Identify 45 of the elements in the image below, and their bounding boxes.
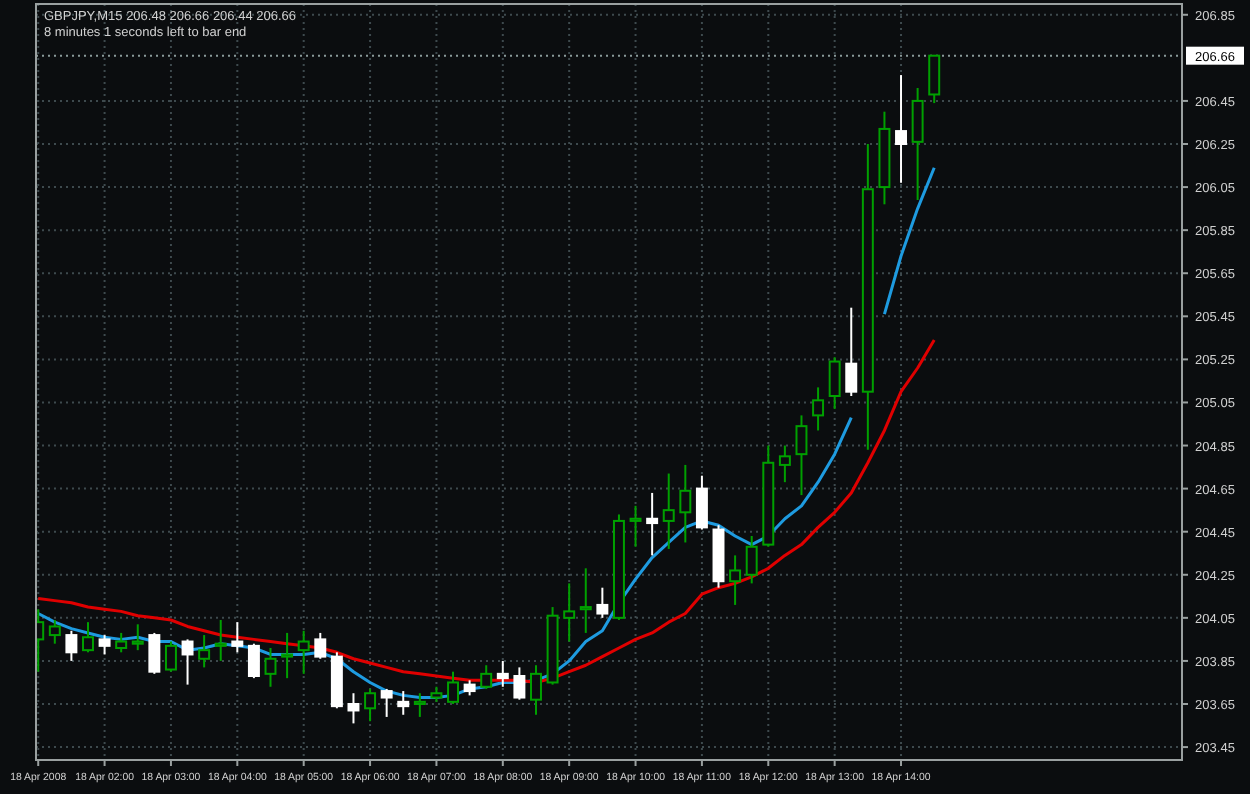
candlestick: [480, 664, 493, 690]
candlestick: [928, 54, 941, 105]
candlestick: [314, 631, 327, 660]
candlestick: [65, 629, 78, 662]
candlestick: [297, 629, 310, 675]
candlestick: [231, 621, 244, 654]
candlestick: [646, 491, 659, 557]
candlestick: [164, 640, 177, 673]
candlestick: [82, 621, 94, 654]
candlestick: [911, 87, 924, 201]
candlestick: [729, 554, 742, 606]
candlestick: [579, 567, 592, 634]
candlestick: [347, 692, 360, 725]
candlestick: [413, 692, 426, 718]
candlestick: [98, 634, 111, 656]
candlestick: [447, 670, 460, 705]
candlestick: [131, 623, 144, 652]
candlestick: [812, 386, 825, 432]
candlestick: [264, 647, 277, 688]
candlestick: [845, 306, 858, 397]
candlestick: [281, 631, 294, 680]
candlestick: [496, 659, 509, 688]
candlestick: [679, 463, 692, 544]
candlestick: [895, 74, 908, 184]
candlestick: [364, 687, 377, 723]
candlestick: [778, 444, 791, 484]
candlestick: [596, 586, 609, 619]
candlestick: [662, 472, 675, 550]
candlestick: [115, 631, 128, 654]
candlestick: [397, 690, 410, 716]
candlestick: [247, 642, 260, 680]
candlestick: [745, 535, 758, 585]
candlestick: [563, 582, 576, 643]
candlestick: [198, 634, 211, 669]
candlestick: [181, 638, 194, 686]
candlestick: [828, 356, 841, 410]
candlestick: [214, 619, 227, 662]
candlestick: [530, 664, 542, 716]
candlestick: [48, 619, 61, 645]
candlestick: [795, 414, 808, 497]
candlestick: [148, 631, 161, 675]
candlestick: [695, 474, 708, 531]
candlestick: [513, 666, 526, 701]
candlestick: [629, 504, 642, 548]
candlestick: [380, 687, 393, 718]
